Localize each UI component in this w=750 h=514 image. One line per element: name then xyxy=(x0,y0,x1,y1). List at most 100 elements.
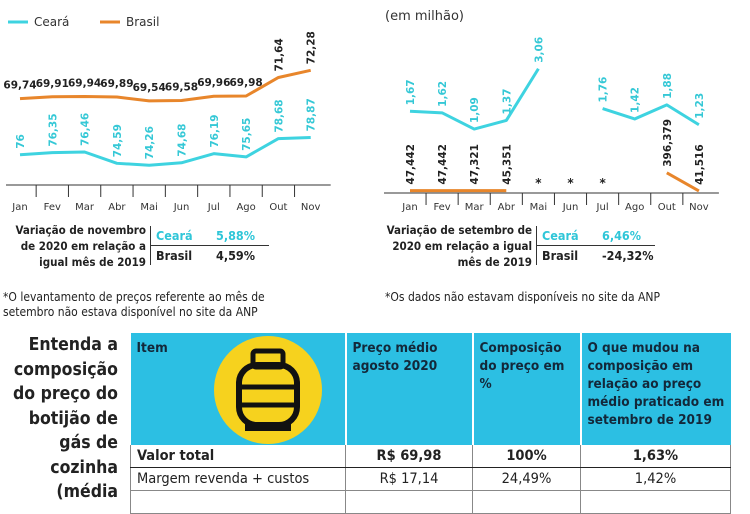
x-tick-label: Abr xyxy=(498,202,516,213)
cell: Margem revenda + custos xyxy=(130,467,346,491)
x-tick-label: Jun xyxy=(173,202,190,213)
value-label: 69,94 xyxy=(68,77,101,89)
note: *Os dados não estavam disponíveis no sit… xyxy=(385,290,661,304)
legend-label: Brasil xyxy=(126,15,159,29)
table-row xyxy=(130,490,731,514)
cell xyxy=(130,490,346,514)
x-tick-label: Ago xyxy=(236,202,255,213)
x-tick-label: Mar xyxy=(465,202,485,213)
summary-row: Ceará 5,88% xyxy=(151,226,269,245)
summary-value: 5,88% xyxy=(216,228,256,243)
header-text: Item xyxy=(136,340,168,356)
chart-ceara-brasil-preco: Jan Fev Mar Abr Mai Jun Jul Ago Out Nov Ceará Brasi… xyxy=(3,15,331,213)
cell: Valor total xyxy=(130,445,346,468)
value-label: 76,19 xyxy=(209,114,221,147)
summary-values: Ceará 6,46% Brasil -24,32% xyxy=(536,226,655,265)
summary-label: Brasil xyxy=(156,248,193,263)
page: Jan Fev Mar Abr Mai Jun Jul Ago Out Nov Ceará Brasi… xyxy=(3,9,731,514)
x-tick-label: Jan xyxy=(11,202,27,213)
value-label: * xyxy=(535,176,542,190)
cell xyxy=(580,490,731,514)
series-line xyxy=(19,68,312,103)
value-label: 47,442 xyxy=(437,144,449,185)
x-tick-label: Nov xyxy=(689,202,709,213)
value-label: 3,06 xyxy=(533,37,545,63)
cell: 1,42% xyxy=(580,467,731,491)
value-label: 1,37 xyxy=(501,89,513,115)
value-label: 76,46 xyxy=(80,113,92,146)
series-line xyxy=(409,67,700,131)
value-label: 75,65 xyxy=(241,118,253,151)
value-label: 69,54 xyxy=(133,82,166,94)
value-label: * xyxy=(567,176,574,190)
chart-vendas: (em milhão) Jan Fev Mar Abr Mai Jun Jul Ago Out N… xyxy=(384,9,719,213)
x-tick-label: Mai xyxy=(530,202,548,213)
value-label: 1,76 xyxy=(598,77,610,103)
cell: R$ 69,98 xyxy=(345,445,473,468)
value-label: 1,09 xyxy=(469,97,481,123)
summary-label: Brasil xyxy=(542,248,579,263)
value-label: 71,64 xyxy=(273,38,285,71)
cell: 1,63% xyxy=(580,445,731,468)
value-label: 1,88 xyxy=(662,73,674,99)
header-cell: Composição do preço em % xyxy=(471,333,581,445)
summary-row: Brasil -24,32% xyxy=(537,245,655,265)
value-label: 1,62 xyxy=(437,81,449,107)
summary-text: Variação de novembro de 2020 em relação … xyxy=(15,223,146,269)
value-label: 74,26 xyxy=(144,126,156,159)
value-label: 72,28 xyxy=(306,31,318,64)
value-label: 69,96 xyxy=(197,77,230,89)
value-label: 76,35 xyxy=(47,113,59,146)
chart-subtitle: (em milhão) xyxy=(385,9,464,24)
value-label: 69,89 xyxy=(100,78,133,90)
value-label: 41,516 xyxy=(694,144,706,185)
summary-text: Variação de setembro de 2020 em relação … xyxy=(386,223,532,269)
legend-label: Ceará xyxy=(34,15,69,29)
table-row: Valor total R$ 69,98 100% 1,63% xyxy=(130,445,731,468)
value-label: 78,68 xyxy=(273,99,285,132)
header-cell: Item xyxy=(130,333,346,445)
x-tick-label: Jun xyxy=(562,202,579,213)
gas-cylinder-icon xyxy=(213,336,322,444)
cell: R$ 17,14 xyxy=(345,467,473,491)
cell: 100% xyxy=(472,445,581,468)
value-label: 1,42 xyxy=(630,87,642,113)
value-label: 69,58 xyxy=(165,81,198,93)
x-tick-label: Out xyxy=(269,202,287,213)
value-label: 1,67 xyxy=(405,79,417,105)
cell xyxy=(472,490,581,514)
table-header: Item Preço médio agosto 2020 Composição … xyxy=(130,333,731,445)
x-tick-label: Abr xyxy=(108,202,126,213)
summary-label: Ceará xyxy=(156,228,193,243)
summary-row: Brasil 4,59% xyxy=(151,245,269,265)
value-label: * xyxy=(599,176,606,190)
header-cell: Preço médio agosto 2020 xyxy=(344,333,473,445)
value-label: 69,98 xyxy=(229,77,262,89)
value-label: 74,59 xyxy=(112,124,124,157)
summary-row: Ceará 6,46% xyxy=(537,226,655,245)
series-line xyxy=(19,135,311,167)
series-line xyxy=(410,171,700,193)
value-label: 396,379 xyxy=(662,119,674,167)
summary-label: Ceará xyxy=(542,228,579,243)
x-tick-label: Nov xyxy=(301,202,321,213)
x-tick-label: Out xyxy=(658,202,676,213)
section-heading: Entenda a composição do preço do botijão… xyxy=(13,335,118,502)
price-table: Item Preço médio agosto 2020 Composição … xyxy=(130,333,731,514)
x-tick-label: Ago xyxy=(625,202,644,213)
x-tick-label: Mar xyxy=(75,202,95,213)
x-tick-label: Jul xyxy=(207,202,220,213)
summary-values: Ceará 5,88% Brasil 4,59% xyxy=(150,226,269,265)
value-label: 76 xyxy=(15,134,27,149)
header-cell: O que mudou na composição em relação ao … xyxy=(579,333,731,445)
note: *O levantamento de preços referente ao m… xyxy=(3,290,265,319)
value-label: 74,68 xyxy=(177,124,189,157)
value-label: 78,87 xyxy=(306,98,318,131)
value-label: 69,91 xyxy=(36,78,69,90)
value-label: 47,321 xyxy=(469,144,481,185)
cell: 24,49% xyxy=(472,467,581,491)
value-label: 47,442 xyxy=(405,144,417,185)
summary-value: 6,46% xyxy=(602,228,642,243)
cell xyxy=(345,490,473,514)
value-label: 45,351 xyxy=(501,144,513,185)
